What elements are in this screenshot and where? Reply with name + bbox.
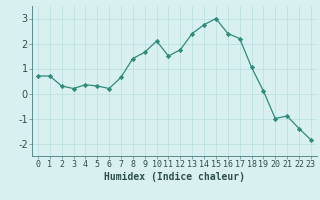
- X-axis label: Humidex (Indice chaleur): Humidex (Indice chaleur): [104, 172, 245, 182]
